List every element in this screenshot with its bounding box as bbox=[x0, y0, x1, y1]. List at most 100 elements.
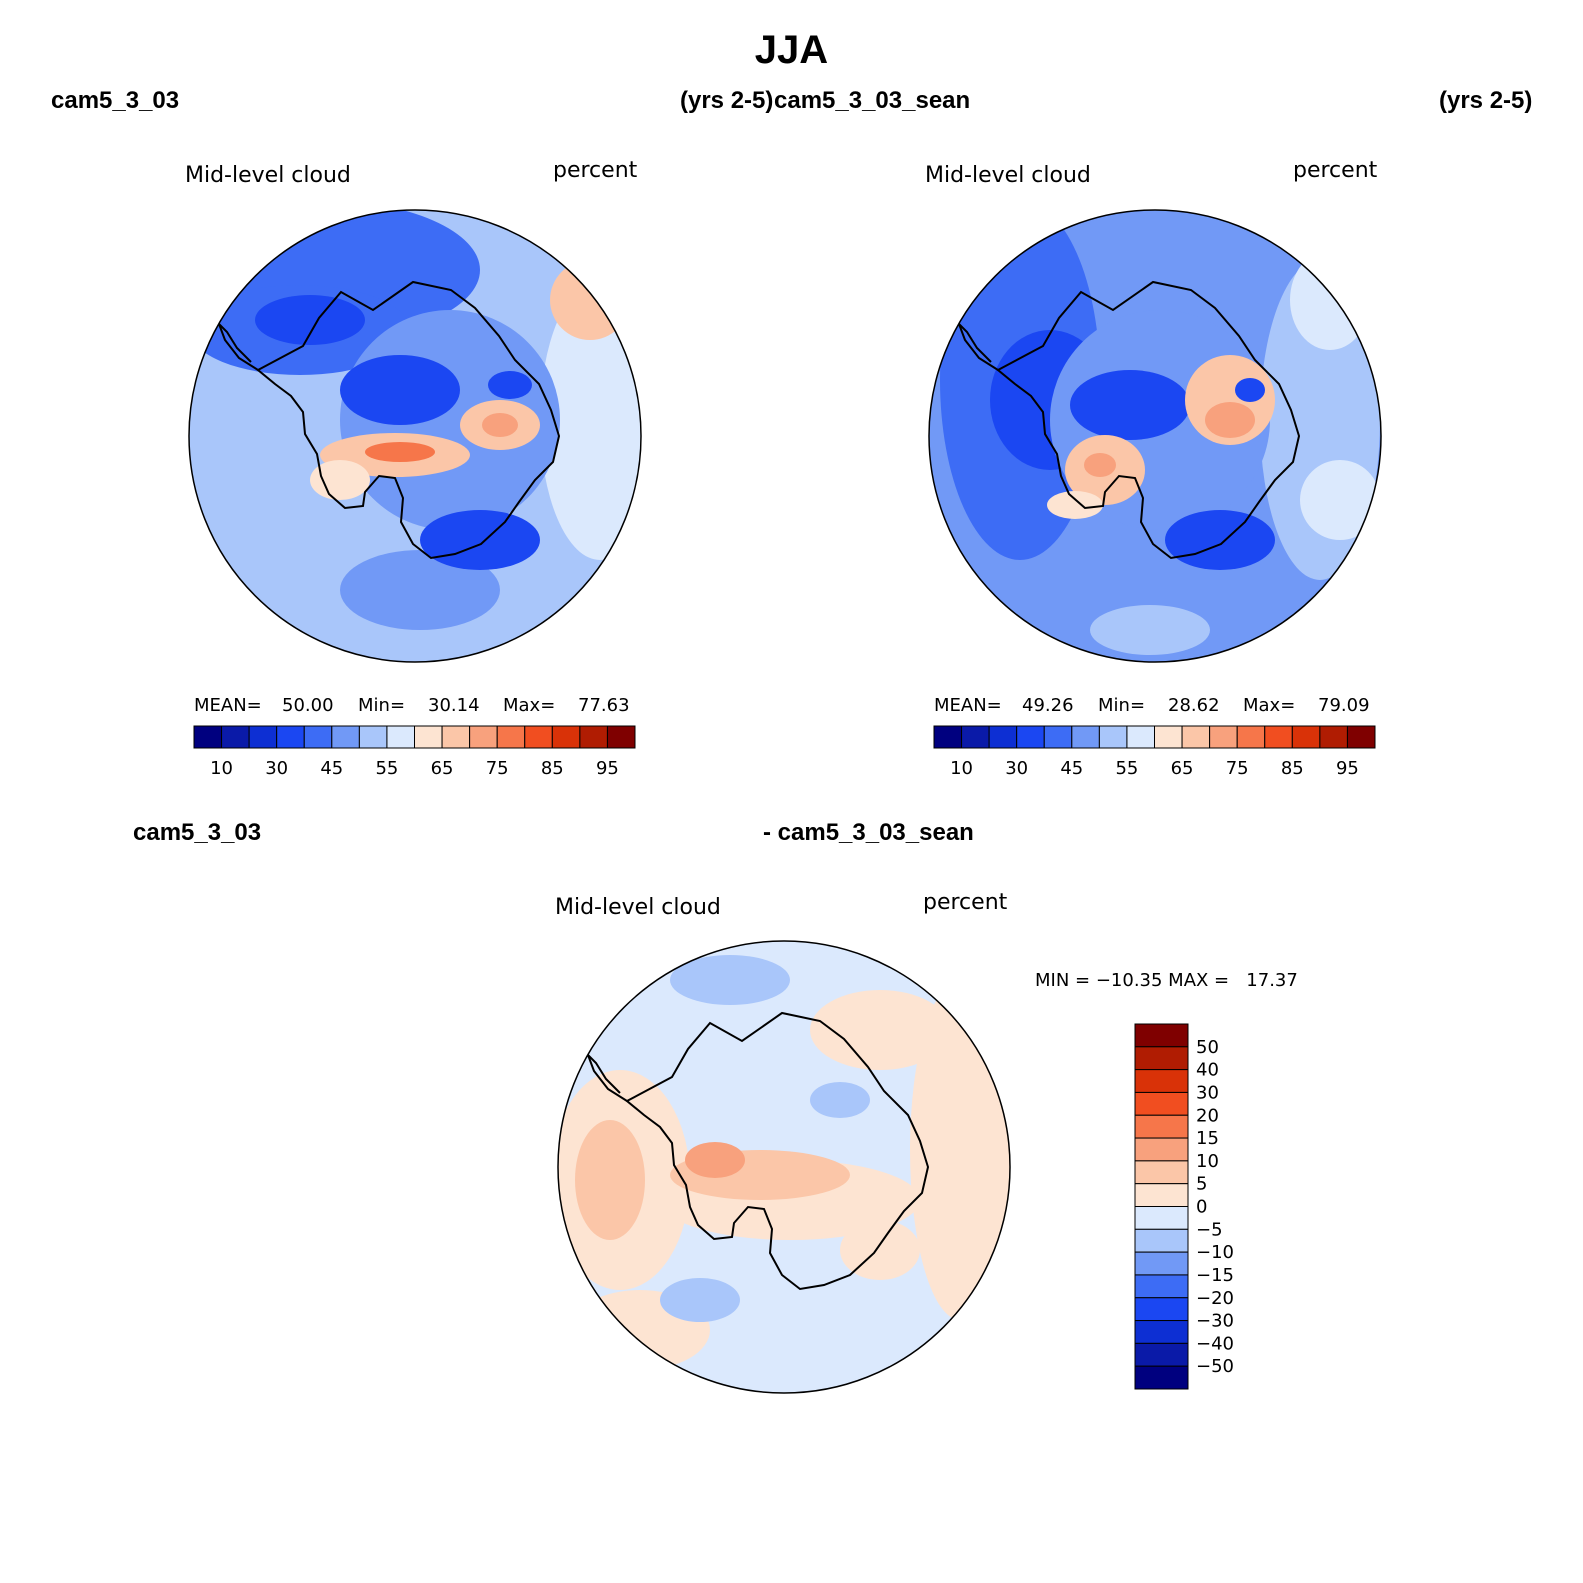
colorbar-swatch bbox=[1134, 1228, 1189, 1253]
colorbar-tick-label: 50 bbox=[1196, 1037, 1219, 1058]
colorbar-tick-label: 10 bbox=[1196, 1151, 1219, 1172]
stat-min-label: Min= bbox=[1098, 695, 1145, 716]
colorbar-swatch bbox=[469, 725, 498, 749]
cloud-field bbox=[929, 210, 1381, 662]
map-variable-label: Mid-level cloud bbox=[185, 163, 351, 188]
colorbar-tick-label: −40 bbox=[1196, 1333, 1234, 1354]
colorbar-tick-label: 30 bbox=[265, 758, 288, 779]
colorbar-swatch bbox=[331, 725, 360, 749]
colorbar-swatch bbox=[276, 725, 305, 749]
colorbar-tick-label: 55 bbox=[375, 758, 398, 779]
colorbar-swatch bbox=[1264, 725, 1293, 749]
colorbar-tick-label: 40 bbox=[1196, 1060, 1219, 1081]
colorbar-tick-label: 10 bbox=[210, 758, 233, 779]
colorbar-horizontal: 10 30 45 55 65 75 85 95 bbox=[193, 725, 636, 779]
colorbar-tick-label: 95 bbox=[596, 758, 619, 779]
map-boundary bbox=[188, 209, 642, 663]
colorbar-tick-label: 75 bbox=[1226, 758, 1249, 779]
colorbar-swatch bbox=[551, 725, 581, 749]
stat-max-label: Max= bbox=[1243, 695, 1295, 716]
colorbar-swatch bbox=[414, 725, 443, 749]
colorbar-swatch bbox=[1016, 725, 1045, 749]
colorbar-tick-label: −5 bbox=[1196, 1219, 1223, 1240]
top-right-years-label: (yrs 2-5) bbox=[1439, 87, 1533, 114]
colorbar-swatch bbox=[1291, 725, 1321, 749]
colorbar-swatch bbox=[579, 725, 608, 749]
map-units-label: percent bbox=[553, 158, 638, 183]
colorbar-swatch bbox=[441, 725, 471, 749]
colorbar-tick-label: 65 bbox=[431, 758, 454, 779]
top-right-case-label: cam5_3_03_sean bbox=[774, 87, 971, 114]
map-minmax-label: MIN = −10.35 MAX = 17.37 bbox=[1035, 970, 1298, 991]
colorbar-swatch bbox=[1134, 1206, 1189, 1230]
colorbar-swatch bbox=[1134, 1320, 1189, 1344]
colorbar-tick-label: 0 bbox=[1196, 1197, 1207, 1218]
stat-max-value: 79.09 bbox=[1318, 695, 1370, 716]
colorbar-swatch bbox=[1346, 725, 1376, 749]
colorbar-tick-label: 85 bbox=[541, 758, 564, 779]
top-left-years-label: (yrs 2-5) bbox=[680, 87, 774, 114]
colorbar-swatch bbox=[221, 725, 250, 749]
colorbar-swatch bbox=[1098, 725, 1128, 749]
colorbar-swatch bbox=[1134, 1297, 1189, 1322]
colorbar-swatch bbox=[1134, 1183, 1189, 1207]
colorbar-tick-label: 45 bbox=[1060, 758, 1083, 779]
colorbar-swatch bbox=[1134, 1251, 1189, 1276]
stat-min-label: Min= bbox=[358, 695, 405, 716]
colorbar-swatch bbox=[1181, 725, 1211, 749]
colorbar-swatch bbox=[1236, 725, 1266, 749]
cloud-difference-field bbox=[558, 941, 1010, 1393]
colorbar-swatch bbox=[606, 725, 636, 749]
cloud-field bbox=[189, 210, 641, 662]
colorbar-swatch bbox=[988, 725, 1018, 749]
colorbar-tick-label: 30 bbox=[1005, 758, 1028, 779]
colorbar-horizontal: 10 30 45 55 65 75 85 95 bbox=[933, 725, 1376, 779]
map-stats: MEAN= 50.00 Min= 30.14 Max= 77.63 bbox=[194, 695, 630, 716]
colorbar-tick-label: 65 bbox=[1171, 758, 1194, 779]
colorbar-swatch bbox=[1134, 1342, 1189, 1367]
colorbar-tick-label: 45 bbox=[320, 758, 343, 779]
stat-mean-value: 50.00 bbox=[282, 695, 334, 716]
colorbar-swatch bbox=[248, 725, 278, 749]
colorbar-swatch bbox=[303, 725, 333, 749]
stat-max-value: 77.63 bbox=[578, 695, 630, 716]
colorbar-swatch bbox=[193, 725, 223, 749]
colorbar-swatch bbox=[1134, 1023, 1189, 1048]
map-units-label: percent bbox=[923, 890, 1008, 915]
colorbar-swatch bbox=[1134, 1069, 1189, 1093]
stat-mean-label: MEAN= bbox=[194, 695, 262, 716]
colorbar-swatch bbox=[496, 725, 526, 749]
map-top-left: Mid-level cloud percent bbox=[185, 158, 642, 779]
colorbar-tick-label: 30 bbox=[1196, 1082, 1219, 1103]
stat-max-label: Max= bbox=[503, 695, 555, 716]
colorbar-swatch bbox=[386, 725, 415, 749]
colorbar-tick-label: −10 bbox=[1196, 1242, 1234, 1263]
colorbar-tick-label: 95 bbox=[1336, 758, 1359, 779]
colorbar-tick-label: −20 bbox=[1196, 1288, 1234, 1309]
top-left-case-label: cam5_3_03 bbox=[51, 87, 180, 114]
stat-mean-value: 49.26 bbox=[1022, 695, 1074, 716]
colorbar-swatch bbox=[1043, 725, 1073, 749]
colorbar-swatch bbox=[1134, 1046, 1189, 1071]
colorbar-swatch bbox=[1134, 1274, 1189, 1299]
colorbar-swatch bbox=[1134, 1091, 1189, 1116]
colorbar-swatch bbox=[1134, 1137, 1189, 1162]
colorbar-swatch bbox=[1154, 725, 1183, 749]
stat-min-value: 30.14 bbox=[428, 695, 480, 716]
colorbar-swatch bbox=[1134, 1160, 1189, 1185]
colorbar-swatch bbox=[1319, 725, 1348, 749]
bottom-case-a-label: cam5_3_03 bbox=[133, 819, 262, 846]
colorbar-tick-label: 15 bbox=[1196, 1128, 1219, 1149]
colorbar-swatch bbox=[1134, 1365, 1189, 1390]
colorbar-tick-label: 5 bbox=[1196, 1174, 1207, 1195]
colorbar-swatch bbox=[358, 725, 388, 749]
map-variable-label: Mid-level cloud bbox=[925, 163, 1091, 188]
colorbar-swatch bbox=[1071, 725, 1100, 749]
colorbar-tick-label: −50 bbox=[1196, 1356, 1234, 1377]
colorbar-tick-label: 85 bbox=[1281, 758, 1304, 779]
colorbar-swatch bbox=[1134, 1114, 1189, 1139]
colorbar-swatch bbox=[933, 725, 963, 749]
